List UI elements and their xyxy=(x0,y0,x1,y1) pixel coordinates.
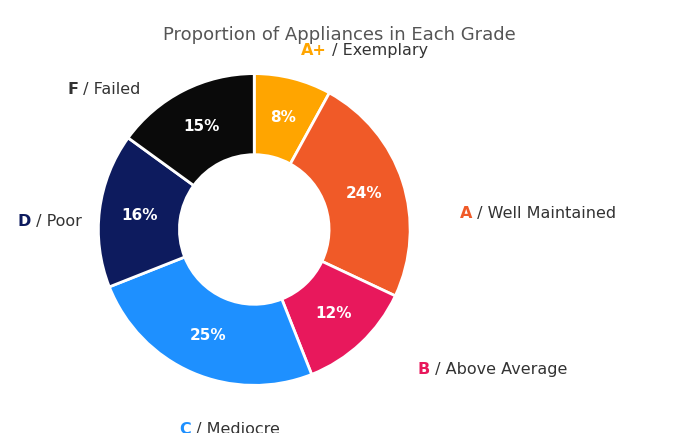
Wedge shape xyxy=(254,74,330,164)
Wedge shape xyxy=(98,138,194,287)
Text: / Well Maintained: / Well Maintained xyxy=(473,207,616,221)
Text: / Mediocre: / Mediocre xyxy=(191,421,280,433)
Text: F: F xyxy=(67,82,78,97)
Text: B: B xyxy=(418,362,430,377)
Wedge shape xyxy=(290,93,410,296)
Text: Proportion of Appliances in Each Grade: Proportion of Appliances in Each Grade xyxy=(163,26,515,44)
Text: D: D xyxy=(18,214,31,229)
Wedge shape xyxy=(128,74,254,185)
Text: 24%: 24% xyxy=(346,186,382,201)
Wedge shape xyxy=(109,257,312,385)
Text: / Above Average: / Above Average xyxy=(430,362,567,377)
Text: / Exemplary: / Exemplary xyxy=(327,43,428,58)
Text: A: A xyxy=(460,207,473,221)
Text: / Failed: / Failed xyxy=(78,82,140,97)
Text: A+: A+ xyxy=(301,43,327,58)
Text: 8%: 8% xyxy=(270,110,296,125)
Wedge shape xyxy=(282,262,395,375)
Text: 15%: 15% xyxy=(184,119,220,134)
Text: / Poor: / Poor xyxy=(31,214,81,229)
Text: 25%: 25% xyxy=(190,328,226,343)
Text: C: C xyxy=(180,421,191,433)
Text: 12%: 12% xyxy=(315,306,351,321)
Text: 16%: 16% xyxy=(121,207,158,223)
